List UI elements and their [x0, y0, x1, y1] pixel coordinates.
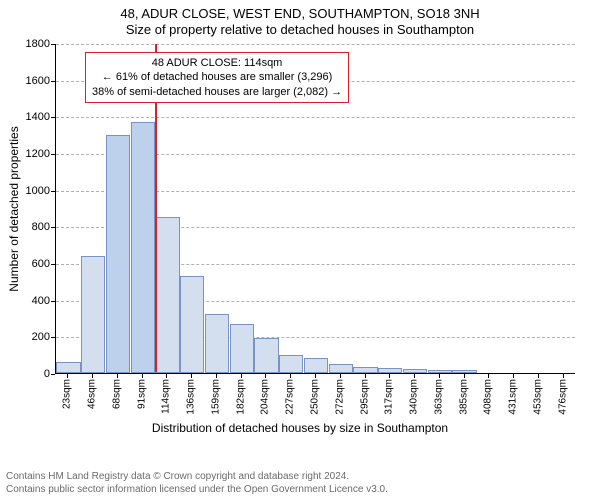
xtick-label: 453sqm — [532, 379, 543, 415]
ytick-mark — [51, 81, 55, 82]
footer-line-2: Contains public sector information licen… — [6, 484, 388, 497]
ytick-label: 1400 — [5, 111, 50, 123]
xtick-label: 91sqm — [136, 379, 147, 409]
histogram-bar — [205, 314, 229, 373]
ytick-mark — [51, 227, 55, 228]
gridline — [56, 44, 575, 45]
ytick-label: 1600 — [5, 75, 50, 87]
xtick-mark — [315, 374, 316, 378]
xtick-label: 431sqm — [508, 379, 519, 415]
xtick-mark — [414, 374, 415, 378]
xtick-label: 476sqm — [557, 379, 568, 415]
xtick-mark — [216, 374, 217, 378]
ytick-mark — [51, 264, 55, 265]
xtick-label: 114sqm — [161, 379, 172, 414]
x-axis-label: Distribution of detached houses by size … — [0, 421, 600, 435]
ytick-label: 400 — [5, 295, 50, 307]
xtick-mark — [92, 374, 93, 378]
ytick-mark — [51, 337, 55, 338]
xtick-label: 159sqm — [210, 379, 221, 415]
xtick-mark — [464, 374, 465, 378]
chart-title-block: 48, ADUR CLOSE, WEST END, SOUTHAMPTON, S… — [0, 0, 600, 39]
histogram-bar — [106, 135, 130, 373]
xtick-label: 250sqm — [310, 379, 321, 415]
ytick-label: 600 — [5, 258, 50, 270]
ytick-mark — [51, 374, 55, 375]
xtick-label: 317sqm — [384, 379, 395, 415]
histogram-bar — [329, 364, 353, 373]
callout-line-1: 48 ADUR CLOSE: 114sqm — [92, 56, 342, 70]
xtick-mark — [563, 374, 564, 378]
xtick-label: 68sqm — [111, 379, 122, 409]
xtick-label: 295sqm — [359, 379, 370, 415]
xtick-label: 340sqm — [409, 379, 420, 415]
xtick-mark — [241, 374, 242, 378]
xtick-mark — [439, 374, 440, 378]
histogram-bar — [279, 355, 303, 373]
title-line-2: Size of property relative to detached ho… — [0, 22, 600, 38]
histogram-bar — [254, 338, 278, 373]
footer-attribution: Contains HM Land Registry data © Crown c… — [6, 471, 388, 496]
ytick-label: 1000 — [5, 185, 50, 197]
xtick-mark — [265, 374, 266, 378]
xtick-mark — [488, 374, 489, 378]
histogram-bar — [378, 368, 402, 374]
xtick-mark — [290, 374, 291, 378]
xtick-mark — [67, 374, 68, 378]
chart-area: Number of detached properties Distributi… — [0, 44, 600, 434]
ytick-mark — [51, 44, 55, 45]
gridline — [56, 117, 575, 118]
histogram-bar — [353, 367, 377, 373]
ytick-mark — [51, 301, 55, 302]
xtick-mark — [117, 374, 118, 378]
histogram-bar — [81, 256, 105, 373]
xtick-mark — [389, 374, 390, 378]
xtick-label: 136sqm — [186, 379, 197, 415]
histogram-bar — [428, 370, 452, 373]
ytick-label: 200 — [5, 331, 50, 343]
histogram-bar — [230, 324, 254, 374]
histogram-bar — [304, 358, 328, 373]
ytick-mark — [51, 117, 55, 118]
xtick-label: 46sqm — [87, 379, 98, 409]
xtick-mark — [538, 374, 539, 378]
histogram-bar — [180, 276, 204, 373]
xtick-label: 23sqm — [62, 379, 73, 409]
xtick-mark — [340, 374, 341, 378]
histogram-bar — [131, 122, 155, 373]
histogram-bar — [155, 217, 179, 373]
xtick-mark — [365, 374, 366, 378]
callout-line-3: 38% of semi-detached houses are larger (… — [92, 85, 342, 99]
histogram-bar — [56, 362, 80, 373]
xtick-mark — [142, 374, 143, 378]
xtick-label: 408sqm — [483, 379, 494, 415]
xtick-mark — [513, 374, 514, 378]
ytick-mark — [51, 154, 55, 155]
histogram-bar — [452, 370, 476, 373]
ytick-mark — [51, 191, 55, 192]
ytick-label: 0 — [5, 368, 50, 380]
xtick-label: 385sqm — [458, 379, 469, 415]
xtick-label: 204sqm — [260, 379, 271, 415]
xtick-label: 363sqm — [433, 379, 444, 415]
ytick-label: 800 — [5, 221, 50, 233]
xtick-label: 272sqm — [334, 379, 345, 415]
xtick-label: 227sqm — [285, 379, 296, 415]
xtick-label: 182sqm — [235, 379, 246, 415]
xtick-mark — [166, 374, 167, 378]
footer-line-1: Contains HM Land Registry data © Crown c… — [6, 471, 388, 484]
ytick-label: 1800 — [5, 38, 50, 50]
xtick-mark — [191, 374, 192, 378]
ytick-label: 1200 — [5, 148, 50, 160]
histogram-bar — [403, 369, 427, 373]
callout-line-2: ← 61% of detached houses are smaller (3,… — [92, 70, 342, 84]
callout-box: 48 ADUR CLOSE: 114sqm← 61% of detached h… — [85, 52, 349, 103]
title-line-1: 48, ADUR CLOSE, WEST END, SOUTHAMPTON, S… — [0, 6, 600, 22]
